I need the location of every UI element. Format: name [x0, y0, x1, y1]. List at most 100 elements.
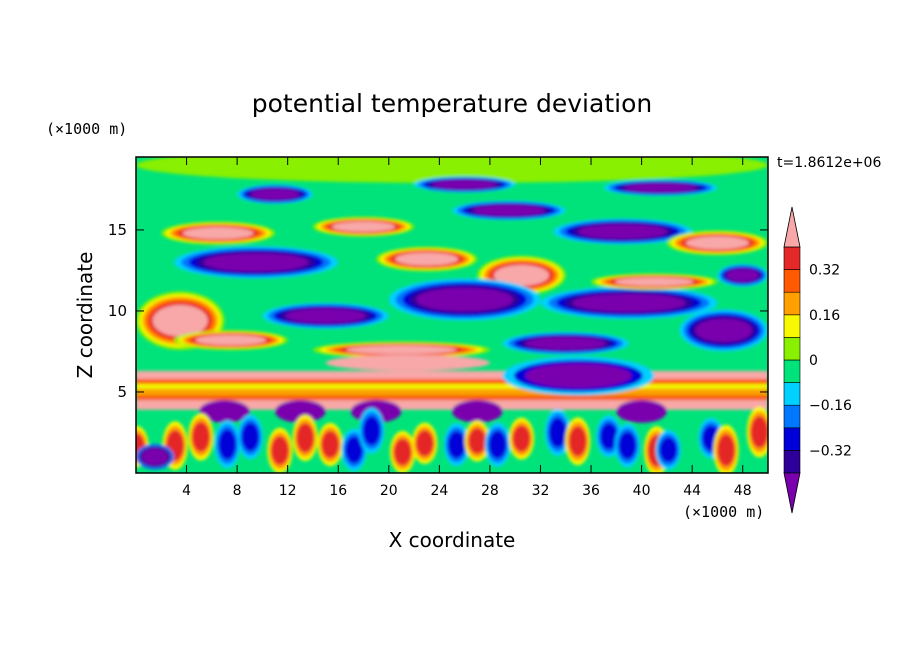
field-blob — [271, 436, 289, 465]
field-blob — [432, 180, 497, 190]
colorbar-segment — [783, 382, 801, 406]
chart-title: potential temperature deviation — [252, 89, 652, 118]
field-blob — [331, 221, 396, 232]
field-band — [136, 370, 768, 380]
x-axis-ticks: 4 8 12 16 20 24 28 32 36 40 44 48 — [182, 157, 752, 499]
field-blob — [345, 436, 363, 464]
field-blob — [493, 264, 550, 286]
field-band — [136, 400, 768, 410]
colorbar-tick-label: −0.16 — [809, 398, 852, 414]
field-band — [136, 395, 768, 401]
colorbar-segment — [783, 427, 801, 451]
x-tick-label: 4 — [182, 483, 191, 499]
field-blob — [393, 438, 412, 466]
field-blob — [203, 253, 309, 272]
colorbar-tick-label: 0 — [809, 353, 818, 369]
field-blob — [614, 277, 694, 287]
colorbar-extend-max — [783, 206, 801, 248]
colorbar-tick-label: 0.32 — [809, 263, 840, 279]
field-blob — [346, 345, 457, 355]
x-tick-label: 16 — [329, 483, 347, 499]
field-blob — [525, 337, 607, 350]
field-blob — [488, 430, 507, 459]
field-blob — [362, 416, 381, 446]
field-blob — [415, 430, 434, 457]
field-blob — [685, 236, 750, 250]
field-blob — [472, 205, 546, 216]
field-blob — [192, 421, 210, 452]
x-unit-label: (×1000 m) — [683, 503, 764, 521]
field-blob — [568, 426, 587, 457]
field-blob — [750, 415, 768, 449]
field-blob — [182, 227, 254, 240]
x-tick-label: 48 — [734, 483, 752, 499]
field-blob — [416, 287, 514, 312]
colorbar-segment — [783, 291, 801, 316]
y-axis-label: Z coordinate — [73, 252, 97, 379]
field-band — [136, 379, 768, 384]
field-blob — [618, 431, 637, 460]
x-tick-label: 8 — [233, 483, 242, 499]
field-band — [136, 388, 768, 396]
x-tick-label: 20 — [380, 483, 398, 499]
field-blob — [152, 304, 208, 337]
colorbar-tick-label: 0.16 — [809, 308, 840, 324]
field-blob — [452, 400, 503, 423]
field-blob — [325, 354, 490, 371]
colorbar-extend-min — [783, 472, 801, 514]
field-blob — [548, 417, 567, 448]
field-blob — [395, 252, 459, 266]
colorbar-segment — [783, 269, 801, 293]
field-blob — [199, 400, 250, 423]
field-blob — [512, 425, 531, 452]
colorbar-segment — [783, 314, 801, 338]
field-blob — [141, 448, 169, 466]
field-blob — [659, 437, 678, 463]
field-blob — [616, 400, 667, 423]
y-tick-label: 15 — [108, 221, 127, 239]
colorbar-segment — [783, 337, 801, 361]
field-blob — [218, 429, 237, 460]
field-blob — [447, 430, 466, 459]
plot-frame — [135, 156, 769, 474]
colorbar-segment — [783, 450, 801, 474]
field-blob — [572, 293, 686, 312]
x-tick-label: 12 — [279, 483, 297, 499]
colorbar-tick-label: −0.32 — [809, 443, 852, 459]
field-blob — [285, 308, 367, 324]
x-tick-label: 40 — [633, 483, 651, 499]
x-tick-label: 32 — [532, 483, 550, 499]
x-axis-label: X coordinate — [389, 528, 516, 552]
field-blob — [241, 422, 260, 452]
colorbar-segment — [783, 246, 801, 270]
time-label: t=1.8612e+06 — [777, 155, 881, 171]
field-blob — [600, 422, 618, 450]
y-unit-label: (×1000 m) — [46, 120, 127, 138]
field-blob — [296, 423, 315, 453]
colorbar: 0.32 0.16 0 −0.16 −0.32 — [783, 206, 852, 514]
colorbar-segment — [783, 404, 801, 429]
field-blob — [275, 400, 326, 423]
field-blob — [624, 183, 697, 193]
field-blob — [578, 224, 668, 239]
field-band — [136, 383, 768, 389]
field-blob — [726, 268, 759, 282]
field-blob — [136, 157, 768, 183]
field-blob — [468, 428, 487, 455]
field-blob — [250, 188, 300, 200]
colorbar-segment — [783, 359, 801, 383]
x-tick-label: 44 — [683, 483, 701, 499]
field-blob — [717, 434, 735, 467]
x-tick-label: 24 — [430, 483, 448, 499]
field-blob — [695, 318, 753, 343]
field-blob — [525, 363, 632, 389]
x-tick-label: 36 — [582, 483, 600, 499]
x-tick-label: 28 — [481, 483, 499, 499]
heatmap-field — [136, 157, 768, 473]
y-tick-label: 5 — [117, 383, 127, 401]
y-tick-label: 10 — [108, 302, 127, 320]
field-blob — [195, 334, 267, 346]
field-blob — [321, 430, 340, 459]
y-axis-ticks: 5 10 15 — [108, 221, 768, 401]
